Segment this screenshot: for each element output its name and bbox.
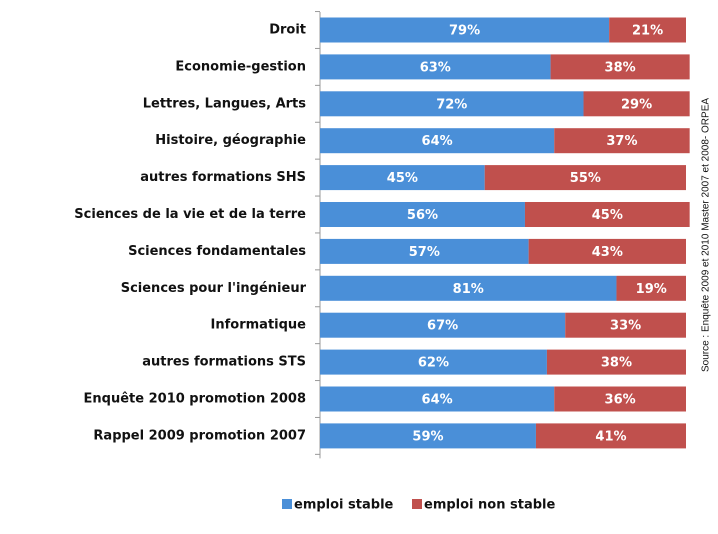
bar-segment <box>546 349 686 375</box>
value-label: 36% <box>605 393 636 408</box>
bar-segment <box>320 91 584 117</box>
category-label: Economie-gestion <box>175 59 306 74</box>
bar-segment <box>550 54 690 80</box>
value-label: 64% <box>422 393 453 408</box>
bar-segment <box>320 202 525 227</box>
category-label: Sciences fondamentales <box>128 244 306 259</box>
value-label: 72% <box>436 97 467 112</box>
value-label: 38% <box>601 356 632 371</box>
source-note: Source : Enquête 2009 et 2010 Master 200… <box>701 98 712 372</box>
value-label: 62% <box>418 356 449 371</box>
bar-segment <box>524 202 690 227</box>
category-label: Rappel 2009 promotion 2007 <box>93 428 306 443</box>
bar-segment <box>484 165 686 191</box>
bar-segment <box>609 17 686 43</box>
value-label: 33% <box>610 319 641 334</box>
bar-segment <box>565 312 686 338</box>
category-label: Enquête 2010 promotion 2008 <box>84 392 306 407</box>
bar-segment <box>583 91 690 117</box>
value-label: 79% <box>449 24 480 39</box>
value-label: 43% <box>592 245 623 260</box>
category-label: Sciences pour l'ingénieur <box>121 281 307 296</box>
bar-segment <box>320 165 485 191</box>
category-label: autres formations STS <box>142 355 306 370</box>
value-label: 29% <box>621 97 652 112</box>
bar-segment <box>320 349 547 375</box>
bar-segment <box>528 238 686 264</box>
value-label: 21% <box>632 24 663 39</box>
bar-segment <box>616 275 686 301</box>
legend-label: emploi non stable <box>424 498 555 513</box>
value-label: 56% <box>407 208 438 223</box>
value-label: 64% <box>422 134 453 149</box>
value-label: 63% <box>420 60 451 75</box>
category-label: Histoire, géographie <box>155 133 306 148</box>
value-label: 55% <box>570 171 601 186</box>
legend-label: emploi stable <box>294 498 394 513</box>
value-label: 81% <box>453 282 484 297</box>
bar-segment <box>320 238 529 264</box>
category-label: autres formations SHS <box>140 170 306 185</box>
value-label: 45% <box>592 208 623 223</box>
value-label: 41% <box>595 429 626 444</box>
bar-segment <box>320 128 555 154</box>
category-label: Sciences de la vie et de la terre <box>74 207 306 222</box>
bar-segment <box>554 386 686 412</box>
bar-segment <box>320 312 566 338</box>
value-label: 59% <box>412 429 443 444</box>
value-label: 19% <box>636 282 667 297</box>
value-label: 57% <box>409 245 440 260</box>
category-label: Droit <box>269 23 306 38</box>
bar-segment <box>554 128 690 154</box>
bar-segment <box>535 423 686 449</box>
value-label: 37% <box>606 134 637 149</box>
legend-swatch <box>412 499 422 509</box>
bar-segment <box>320 386 555 412</box>
value-label: 67% <box>427 319 458 334</box>
bar-segment <box>320 275 617 301</box>
category-label: Lettres, Langues, Arts <box>143 96 307 111</box>
category-label: Informatique <box>211 318 307 333</box>
legend-swatch <box>282 499 292 509</box>
bar-segment <box>320 17 610 43</box>
value-label: 45% <box>387 171 418 186</box>
value-label: 38% <box>605 60 636 75</box>
bar-segment <box>320 54 551 80</box>
bar-segment <box>320 423 536 449</box>
